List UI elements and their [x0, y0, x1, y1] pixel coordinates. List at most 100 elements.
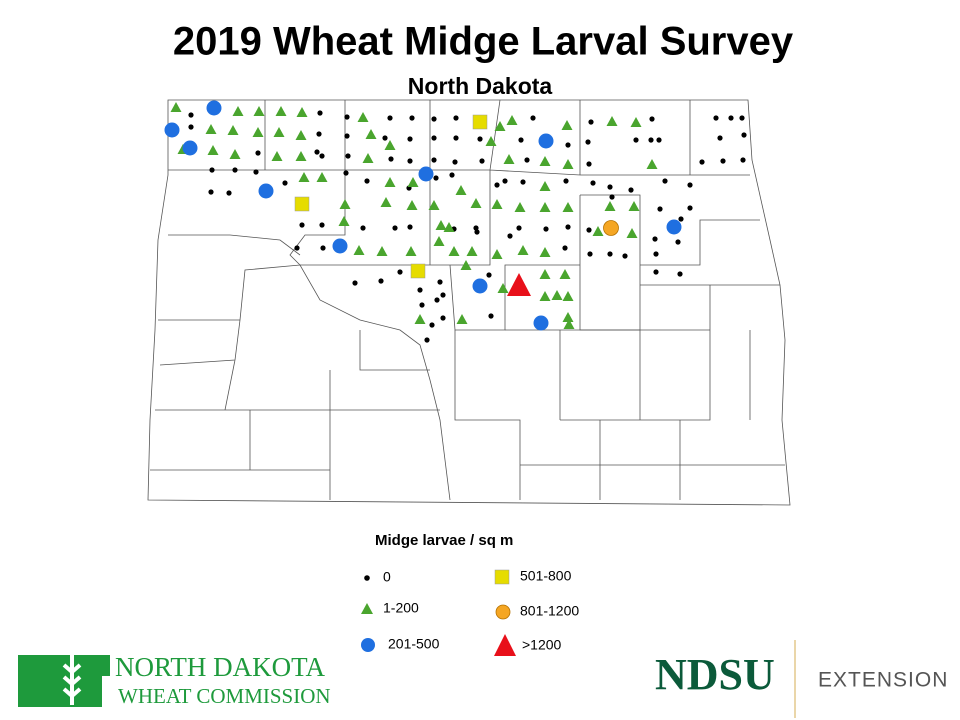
site-medium	[666, 219, 682, 235]
site-zero	[586, 227, 592, 233]
site-low	[485, 136, 497, 146]
site-zero	[633, 137, 639, 143]
site-zero	[431, 135, 437, 141]
site-low	[497, 283, 509, 293]
site-medium	[182, 140, 198, 156]
site-zero	[378, 278, 384, 284]
legend: 0 1-200 201-500 501-800 801-1200 >1200	[361, 568, 579, 656]
site-medium	[258, 183, 274, 199]
site-zero	[713, 115, 719, 121]
site-low	[338, 216, 350, 226]
site-low	[353, 245, 365, 255]
site-low	[295, 130, 307, 140]
legend-red-triangle	[494, 634, 516, 656]
site-low	[271, 151, 283, 161]
site-zero	[253, 169, 259, 175]
site-zero	[586, 161, 592, 167]
site-zero	[565, 224, 571, 230]
site-zero	[565, 142, 571, 148]
site-low	[491, 199, 503, 209]
title: 2019 Wheat Midge Larval Survey	[173, 20, 794, 64]
site-zero	[226, 190, 232, 196]
site-low	[559, 269, 571, 279]
site-low	[433, 236, 445, 246]
site-low	[562, 159, 574, 169]
site-zero	[388, 156, 394, 162]
site-zero	[479, 158, 485, 164]
site-low	[630, 117, 642, 127]
site-low	[626, 228, 638, 238]
site-extreme	[507, 273, 531, 296]
site-low	[253, 106, 265, 116]
site-low	[466, 246, 478, 256]
site-low	[456, 314, 468, 324]
site-zero	[364, 178, 370, 184]
site-zero	[392, 225, 398, 231]
site-low	[628, 201, 640, 211]
site-zero	[652, 236, 658, 242]
site-zero	[585, 139, 591, 145]
site-zero	[360, 225, 366, 231]
site-low	[316, 172, 328, 182]
site-zero	[209, 167, 215, 173]
site-zero	[453, 115, 459, 121]
site-low	[503, 154, 515, 164]
site-low	[295, 151, 307, 161]
site-zero	[607, 184, 613, 190]
site-zero	[507, 233, 513, 239]
site-zero	[653, 269, 659, 275]
site-high	[294, 196, 310, 212]
site-medium	[332, 238, 348, 254]
site-low	[298, 172, 310, 182]
site-zero	[387, 115, 393, 121]
legend-circle	[361, 638, 375, 652]
legend-square	[494, 569, 510, 585]
site-low	[443, 222, 455, 232]
logo-text: WHEAT COMMISSION	[118, 684, 331, 708]
site-zero	[502, 178, 508, 184]
site-zero	[314, 149, 320, 155]
site-zero	[473, 225, 479, 231]
site-low	[646, 159, 658, 169]
site-zero	[656, 137, 662, 143]
logo-text: EXTENSION	[818, 669, 948, 692]
site-zero	[678, 216, 684, 222]
site-zero	[320, 245, 326, 251]
site-high	[472, 114, 488, 130]
legend-label: >1200	[522, 637, 562, 653]
site-zero	[740, 157, 746, 163]
site-zero	[208, 189, 214, 195]
site-zero	[282, 180, 288, 186]
site-zero	[687, 205, 693, 211]
site-zero	[622, 253, 628, 259]
site-low	[517, 245, 529, 255]
site-low	[275, 106, 287, 116]
site-low	[362, 153, 374, 163]
site-low	[604, 201, 616, 211]
site-zero	[452, 159, 458, 165]
site-low	[562, 312, 574, 322]
site-zero	[407, 158, 413, 164]
site-low	[562, 202, 574, 212]
site-zero	[417, 287, 423, 293]
site-high	[410, 263, 426, 279]
site-medium	[533, 315, 549, 331]
site-medium	[538, 133, 554, 149]
site-zero	[299, 222, 305, 228]
site-low	[357, 112, 369, 122]
site-zero	[419, 302, 425, 308]
site-low	[384, 177, 396, 187]
site-zero	[343, 170, 349, 176]
site-zero	[434, 297, 440, 303]
site-low	[561, 120, 573, 130]
site-zero	[609, 194, 615, 200]
site-zero	[433, 175, 439, 181]
site-low	[562, 291, 574, 301]
site-low	[273, 127, 285, 137]
survey-sites	[164, 100, 747, 343]
site-zero	[345, 153, 351, 159]
site-zero	[653, 251, 659, 257]
site-low	[339, 199, 351, 209]
site-zero	[407, 136, 413, 142]
